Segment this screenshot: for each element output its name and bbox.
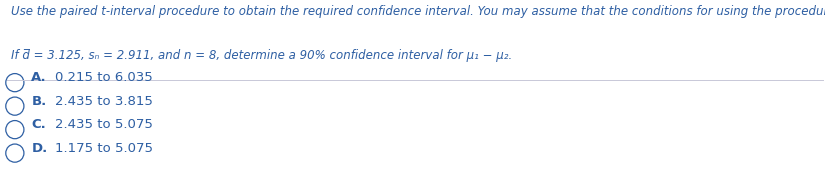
Text: A.: A. (31, 71, 47, 84)
Text: Use the paired t-interval procedure to obtain the required confidence interval. : Use the paired t-interval procedure to o… (11, 5, 825, 18)
Text: B.: B. (31, 95, 46, 108)
Text: 1.175 to 5.075: 1.175 to 5.075 (55, 142, 153, 155)
Text: 0.215 to 6.035: 0.215 to 6.035 (55, 71, 153, 84)
Text: 2.435 to 3.815: 2.435 to 3.815 (55, 95, 153, 108)
Text: C.: C. (31, 118, 46, 131)
Text: If d̅ = 3.125, sₙ = 2.911, and n = 8, determine a 90% confidence interval for μ₁: If d̅ = 3.125, sₙ = 2.911, and n = 8, de… (11, 49, 512, 62)
Text: 2.435 to 5.075: 2.435 to 5.075 (55, 118, 153, 131)
Text: D.: D. (31, 142, 48, 155)
